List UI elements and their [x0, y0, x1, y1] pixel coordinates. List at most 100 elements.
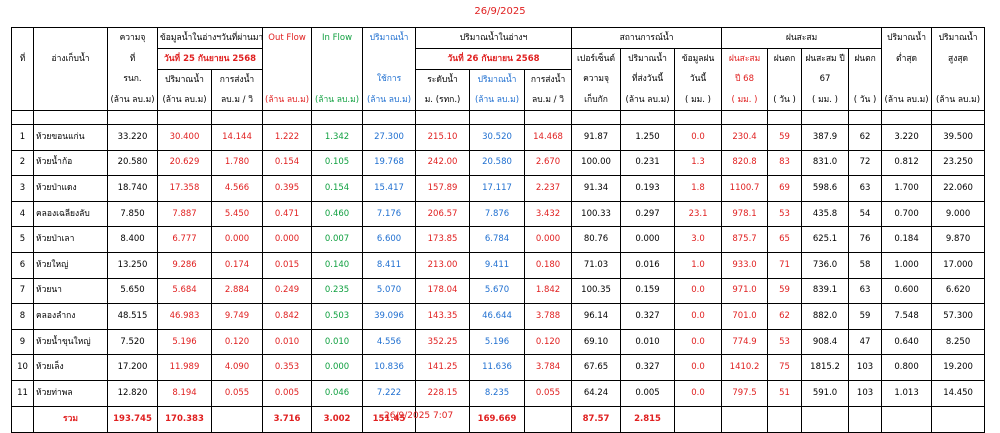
- cell-cur-volume: 46.644: [469, 303, 526, 330]
- cell-name: ห้วยป่าแดง: [33, 175, 108, 202]
- cell-level: 143.35: [415, 303, 471, 330]
- cell-percent: 91.34: [571, 175, 622, 202]
- cell-usable: 19.768: [362, 149, 417, 177]
- table-header: ความจุ ข้อมูลน้ำในอ่างฯวันที่ผ่านมา Out …: [11, 27, 986, 111]
- cell-usable: 6.600: [362, 226, 417, 253]
- cell-capacity: 12.820: [107, 379, 158, 407]
- cell-outflow: 1.222: [262, 124, 313, 151]
- cell-name: ห้วยขอนแก่น: [33, 124, 108, 151]
- cell-rain68: 797.5: [721, 379, 769, 407]
- table-row: 1 ห้วยขอนแก่น 33.220 30.400 14.144 1.222 1.342…: [11, 124, 986, 151]
- cell-prev-release: 4.090: [210, 354, 264, 381]
- cell-rain68-days: 83: [767, 149, 803, 177]
- spacer-row: [11, 110, 986, 125]
- cell-prev-release: 9.749: [210, 303, 264, 330]
- cell-released-today: 1.250: [620, 124, 676, 151]
- cell-level: 213.00: [415, 251, 471, 279]
- cell-usable: 5.070: [362, 277, 417, 305]
- cell-rain67-days: 63: [848, 277, 883, 305]
- table-row: 7 ห้วยนา 5.650 5.684 2.884 0.249 0.235 5.070 178…: [11, 277, 986, 305]
- cell-max: 14.450: [931, 379, 986, 407]
- cell-released-today: 0.193: [620, 175, 676, 202]
- cell-outflow: 0.471: [262, 200, 313, 228]
- cell-released-today: 0.005: [620, 379, 676, 407]
- cell-level: 352.25: [415, 328, 471, 356]
- cell-max: 8.250: [931, 328, 986, 356]
- cell-rain68-days: 62: [767, 303, 803, 330]
- cell-min: 0.640: [881, 328, 933, 356]
- cell-name: ห้วยท่าพล: [33, 379, 108, 407]
- table-row: 11 ห้วยท่าพล 12.820 8.194 0.055 0.005 0.046 7.2…: [11, 379, 986, 407]
- cell-released-today: 0.000: [620, 226, 676, 253]
- cell-cur-release: 0.055: [524, 379, 573, 407]
- cell-percent: 96.14: [571, 303, 622, 330]
- cell-capacity: 7.520: [107, 328, 158, 356]
- cell-prev-release: 0.174: [210, 251, 264, 279]
- cell-rain68: 230.4: [721, 124, 769, 151]
- cell-max: 9.870: [931, 226, 986, 253]
- cell-outflow: 0.015: [262, 251, 313, 279]
- cell-inflow: 1.342: [311, 124, 364, 151]
- cell-rain67-days: 62: [848, 124, 883, 151]
- cell-prev-release: 0.120: [210, 328, 264, 356]
- cell-no: 10: [11, 354, 34, 381]
- cell-max: 57.300: [931, 303, 986, 330]
- cell-min: 7.548: [881, 303, 933, 330]
- table-row: 8 คลองลำกง 48.515 46.983 9.749 0.842 0.503 39.0…: [11, 303, 986, 330]
- cell-max: 6.620: [931, 277, 986, 305]
- cell-rain67-days: 58: [848, 251, 883, 279]
- cell-released-today: 0.159: [620, 277, 676, 305]
- cell-cur-release: 0.000: [524, 226, 573, 253]
- cell-prev-release: 0.000: [210, 226, 264, 253]
- cell-rain68: 774.9: [721, 328, 769, 356]
- cell-inflow: 0.503: [311, 303, 364, 330]
- cell-cur-volume: 20.580: [469, 149, 526, 177]
- cell-name: ห้วยใหญ่: [33, 251, 108, 279]
- cell-cur-release: 0.180: [524, 251, 573, 279]
- table-row: 10 ห้วยเล็ง 17.200 11.989 4.090 0.353 0.000 10.…: [11, 354, 986, 381]
- cell-no: 11: [11, 379, 34, 407]
- cell-name: ห้วยนา: [33, 277, 108, 305]
- cell-percent: 100.35: [571, 277, 622, 305]
- cell-max: 23.250: [931, 149, 986, 177]
- cell-usable: 10.836: [362, 354, 417, 381]
- cell-cur-release: 1.842: [524, 277, 573, 305]
- cell-rain67: 387.9: [801, 124, 850, 151]
- cell-level: 215.10: [415, 124, 471, 151]
- cell-cur-release: 2.670: [524, 149, 573, 177]
- cell-name: คลองลำกง: [33, 303, 108, 330]
- cell-min: 1.013: [881, 379, 933, 407]
- cell-min: 0.184: [881, 226, 933, 253]
- cell-rain68-days: 53: [767, 200, 803, 228]
- prev-group-header: ข้อมูลน้ำในอ่างฯวันที่ผ่านมา: [156, 27, 264, 49]
- cell-prev-release: 2.884: [210, 277, 264, 305]
- cell-max: 39.500: [931, 124, 986, 151]
- cell-outflow: 0.353: [262, 354, 313, 381]
- cell-rain67: 435.8: [801, 200, 850, 228]
- cell-prev-release: 14.144: [210, 124, 264, 151]
- cell-usable: 4.556: [362, 328, 417, 356]
- cell-max: 19.200: [931, 354, 986, 381]
- cell-usable: 15.417: [362, 175, 417, 202]
- cell-prev-volume: 11.989: [157, 354, 212, 381]
- table-row: 5 ห้วยป่าเลา 8.400 6.777 0.000 0.000 0.007 6.60…: [11, 226, 986, 253]
- cell-rain67: 839.1: [801, 277, 850, 305]
- cell-rain-today: 0.0: [674, 124, 723, 151]
- cell-inflow: 0.046: [311, 379, 364, 407]
- cell-percent: 100.00: [571, 149, 622, 177]
- prev-date: วันที่ 25 กันยายน 2568: [156, 48, 264, 70]
- cell-prev-volume: 9.286: [157, 251, 212, 279]
- cell-rain67: 598.6: [801, 175, 850, 202]
- cell-level: 242.00: [415, 149, 471, 177]
- cell-max: 17.000: [931, 251, 986, 279]
- cell-usable: 7.176: [362, 200, 417, 228]
- cell-inflow: 0.140: [311, 251, 364, 279]
- cell-inflow: 0.007: [311, 226, 364, 253]
- cell-inflow: 0.235: [311, 277, 364, 305]
- cell-usable: 27.300: [362, 124, 417, 151]
- totals-label: รวม: [33, 405, 108, 433]
- cell-max: 9.000: [931, 200, 986, 228]
- cell-rain68: 1410.2: [721, 354, 769, 381]
- cell-rain67-days: 47: [848, 328, 883, 356]
- cell-level: 141.25: [415, 354, 471, 381]
